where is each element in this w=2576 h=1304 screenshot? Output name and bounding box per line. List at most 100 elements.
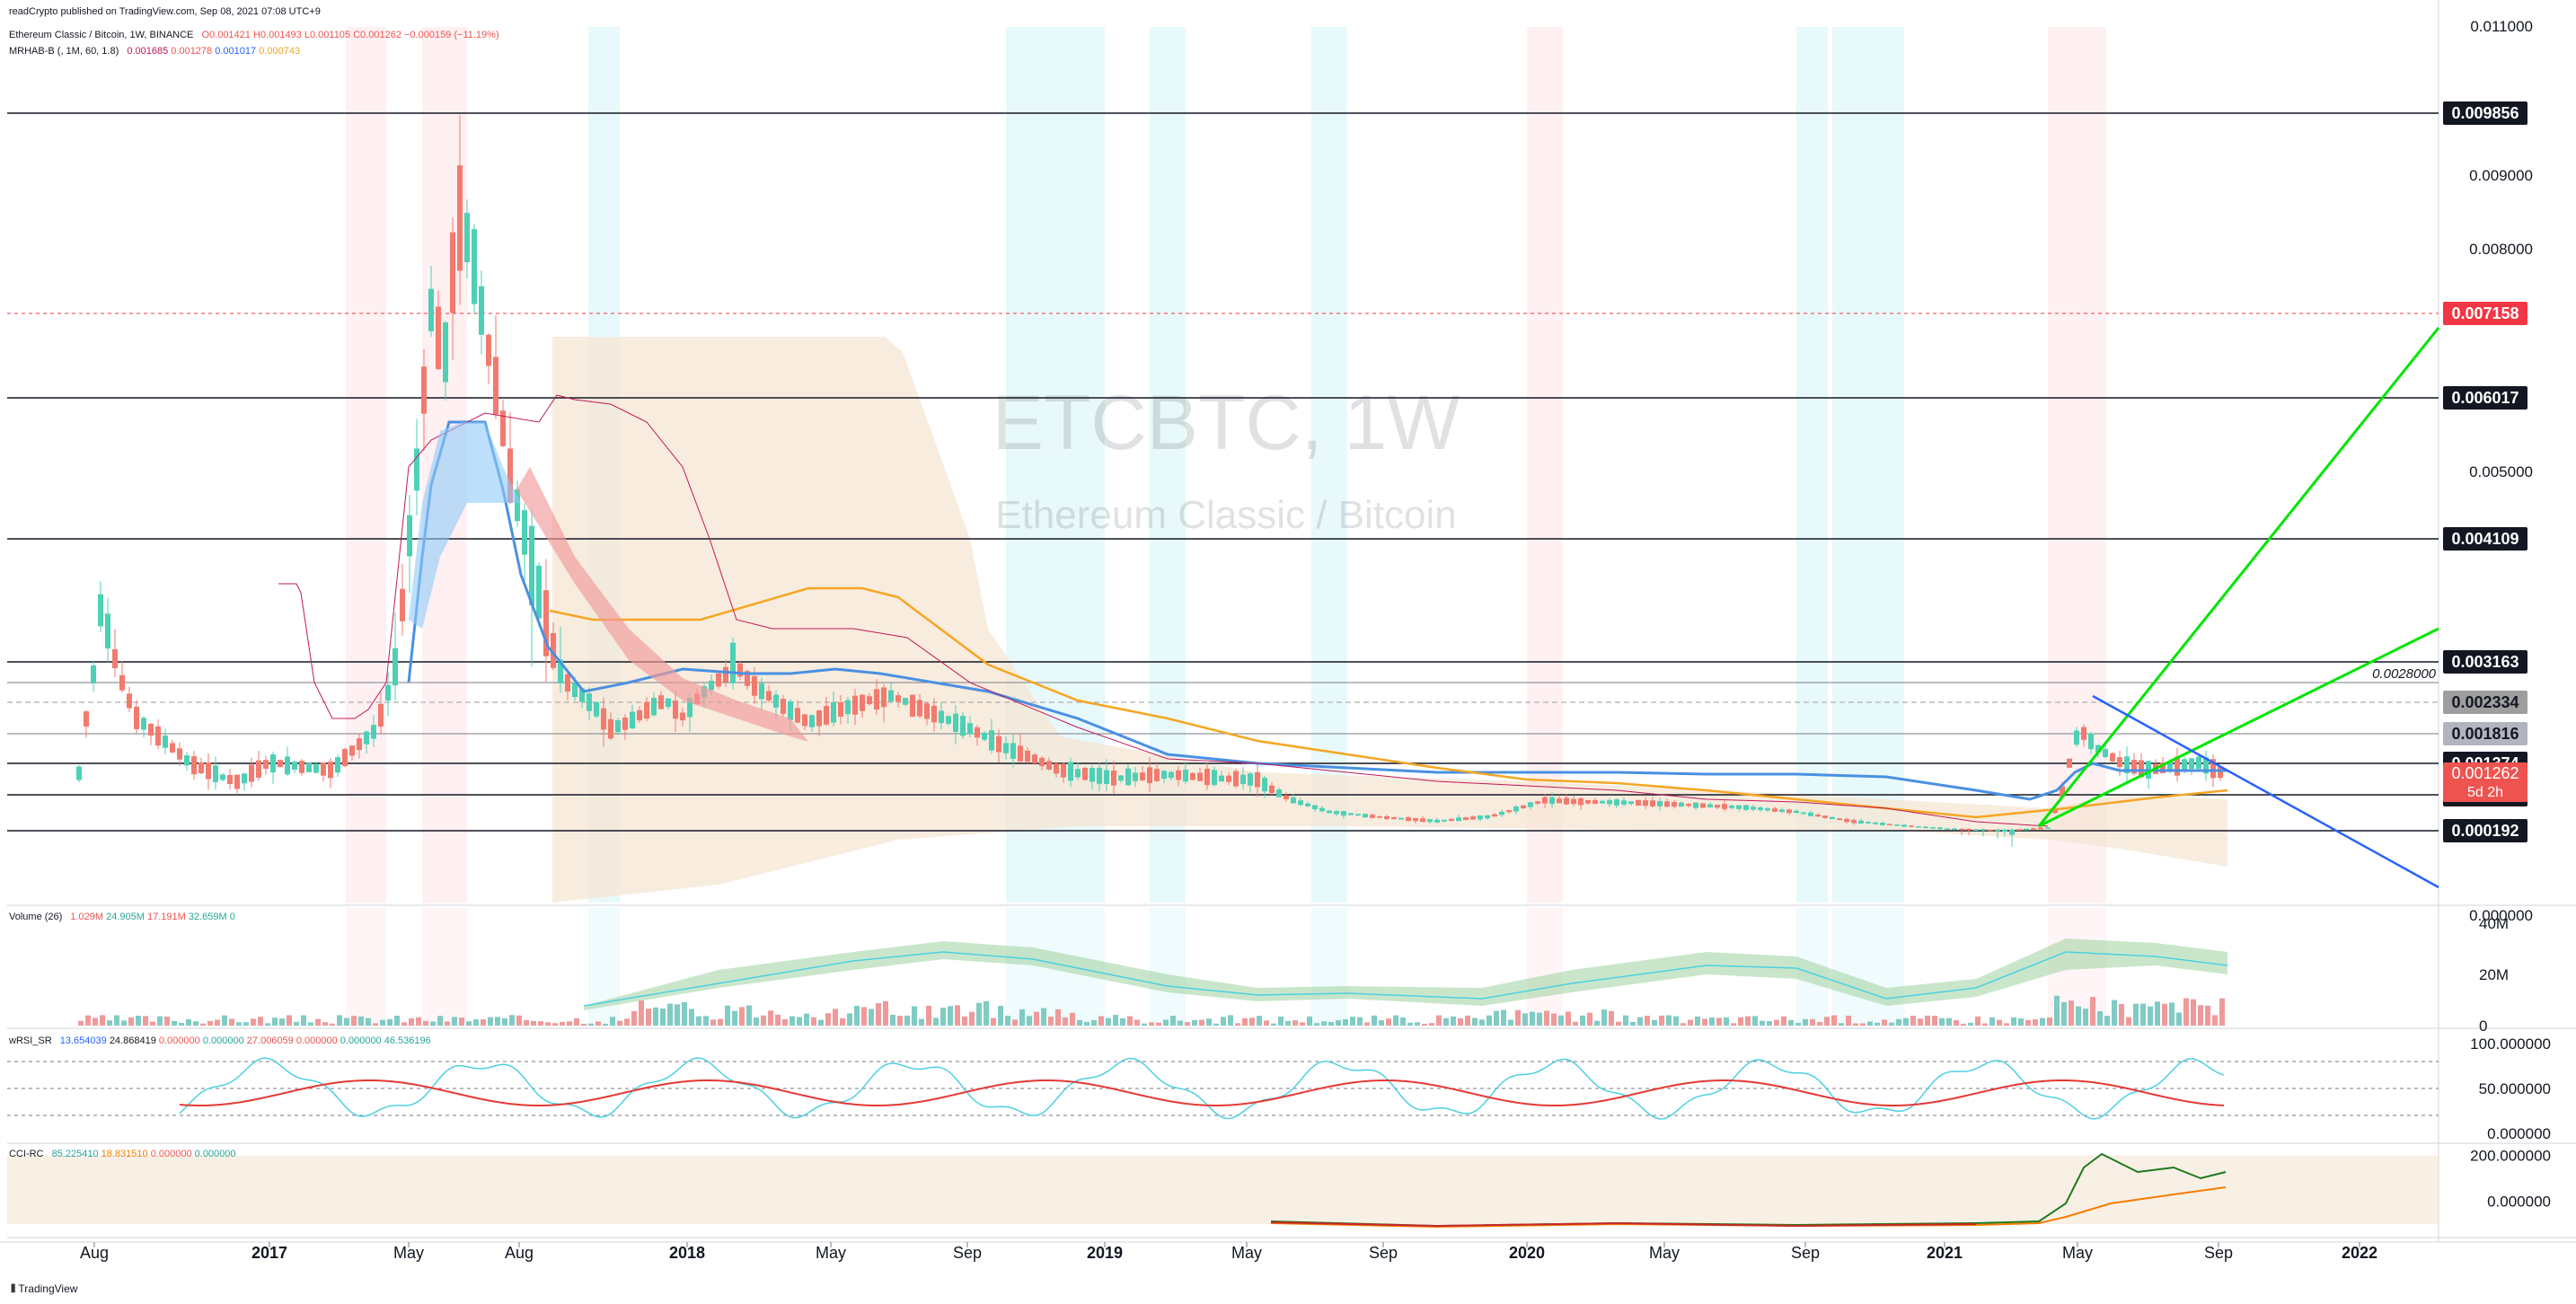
- volume-bar: [768, 1010, 773, 1026]
- cci-val-2: 18.831510: [101, 1149, 148, 1159]
- candle-body: [615, 719, 621, 733]
- candle-body: [1075, 769, 1081, 778]
- volume-bar: [955, 1005, 960, 1026]
- watermark-symbol: ETCBTC, 1W: [992, 380, 1460, 466]
- volume-bar: [1336, 1019, 1341, 1026]
- volume-bar: [1501, 1009, 1506, 1026]
- candle-body: [1046, 761, 1052, 770]
- volume-bar: [1961, 1023, 1966, 1026]
- candle-body: [1442, 819, 1447, 822]
- candle-body: [1513, 806, 1519, 812]
- candle-body: [1521, 805, 1526, 808]
- volume-bar: [272, 1018, 278, 1026]
- candle-body: [1945, 828, 1950, 830]
- volume-bar: [797, 1017, 802, 1026]
- current-price-label: 0.001262: [2451, 764, 2519, 782]
- candle-body: [1966, 828, 1972, 831]
- green-trendline-steep: [2037, 327, 2440, 827]
- candle-body: [1212, 770, 1217, 786]
- volume-bar: [2097, 1010, 2103, 1026]
- volume-bar: [1954, 1019, 1959, 1026]
- candle-body: [752, 675, 757, 696]
- candle-body: [2117, 757, 2122, 768]
- candle-body: [1470, 816, 1476, 820]
- volume-bar: [1458, 1018, 1463, 1026]
- candle-body: [335, 757, 340, 773]
- wrsi-val-6: 0.000000: [296, 1035, 338, 1046]
- volume-legend[interactable]: Volume (26) 1.029M 24.905M 17.191M 32.65…: [9, 912, 235, 922]
- volume-axis-tick: 20M: [2479, 966, 2509, 983]
- volume-bar: [1566, 1011, 1571, 1026]
- candle-body: [2175, 756, 2180, 776]
- volume-bar: [1084, 1021, 1090, 1026]
- candle-body: [191, 756, 197, 775]
- candle-body: [816, 709, 822, 727]
- volume-bar: [1551, 1013, 1557, 1026]
- time-axis-label: 2021: [1927, 1244, 1963, 1262]
- candle-body: [1133, 772, 1138, 781]
- volume-bar: [1070, 1012, 1075, 1026]
- volume-bar: [265, 1023, 270, 1026]
- tradingview-icon: ⦀: [11, 1282, 16, 1295]
- volume-bar: [215, 1019, 220, 1026]
- candle-body: [2218, 766, 2223, 778]
- candle-body: [1061, 763, 1066, 778]
- candle-body: [163, 736, 168, 748]
- volume-bar: [1271, 1023, 1276, 1026]
- highlight-band: [346, 907, 386, 1026]
- candle-body: [1125, 768, 1131, 786]
- volume-bar: [2018, 1018, 2024, 1026]
- volume-bar: [1659, 1015, 1664, 1026]
- time-axis-label: Aug: [80, 1244, 109, 1262]
- cci-legend[interactable]: CCI-RC 85.225410 18.831510 0.000000 0.00…: [9, 1149, 236, 1159]
- volume-bar: [1587, 1012, 1592, 1026]
- candle-body: [1549, 797, 1555, 805]
- mrhab-legend[interactable]: MRHAB-B (, 1M, 60, 1.8) 0.001685 0.00127…: [9, 46, 300, 57]
- volume-bar: [1178, 1020, 1183, 1026]
- volume-bar: [631, 1010, 637, 1026]
- volume-bar: [1767, 1021, 1772, 1026]
- candle-body: [1535, 801, 1540, 804]
- candle-body: [1420, 818, 1425, 823]
- time-axis-label: 2019: [1087, 1244, 1123, 1262]
- candle-body: [852, 695, 858, 715]
- candle-body: [1204, 768, 1210, 786]
- volume-bar: [1688, 1019, 1693, 1026]
- volume-bar: [595, 1021, 601, 1026]
- tradingview-logo[interactable]: ⦀ TradingView: [11, 1282, 77, 1296]
- volume-bar: [552, 1023, 558, 1026]
- wrsi-val-8: 46.536196: [384, 1035, 431, 1046]
- wrsi-val-5: 27.006059: [246, 1035, 294, 1046]
- current-price-box: [2443, 762, 2527, 802]
- volume-bar: [164, 1016, 170, 1026]
- candle-body: [601, 708, 606, 730]
- wrsi-legend[interactable]: wRSI_SR 13.654039 24.868419 0.000000 0.0…: [9, 1035, 431, 1046]
- volume-bar: [538, 1021, 543, 1026]
- highlight-band: [1832, 907, 1904, 1026]
- candle-body: [788, 700, 793, 720]
- mrhab-val-1: 0.001685: [127, 46, 169, 57]
- time-axis-label: 2020: [1509, 1244, 1545, 1262]
- cci-band: [7, 1155, 2439, 1224]
- volume-bar: [2183, 998, 2189, 1026]
- volume-bar: [1515, 1009, 1521, 1026]
- candle-body: [2060, 786, 2065, 797]
- candle-body: [2124, 756, 2130, 774]
- candle-body: [1262, 778, 1267, 792]
- candle-body: [479, 286, 484, 335]
- candle-body: [1779, 809, 1785, 813]
- volume-bar: [1925, 1015, 1930, 1026]
- volume-bar: [1580, 1015, 1585, 1026]
- candle-body: [1499, 811, 1504, 815]
- symbol-legend[interactable]: Ethereum Classic / Bitcoin, 1W, BINANCE …: [9, 30, 499, 40]
- candle-body: [1751, 806, 1756, 810]
- candle-body: [1901, 824, 1907, 827]
- volume-bar: [1975, 1016, 1981, 1026]
- volume-bar: [1594, 1020, 1600, 1026]
- volume-bar: [93, 1018, 98, 1026]
- volume-bar: [854, 1005, 860, 1026]
- volume-bar: [790, 1016, 795, 1026]
- candle-body: [378, 703, 384, 727]
- candle-body: [1370, 815, 1375, 818]
